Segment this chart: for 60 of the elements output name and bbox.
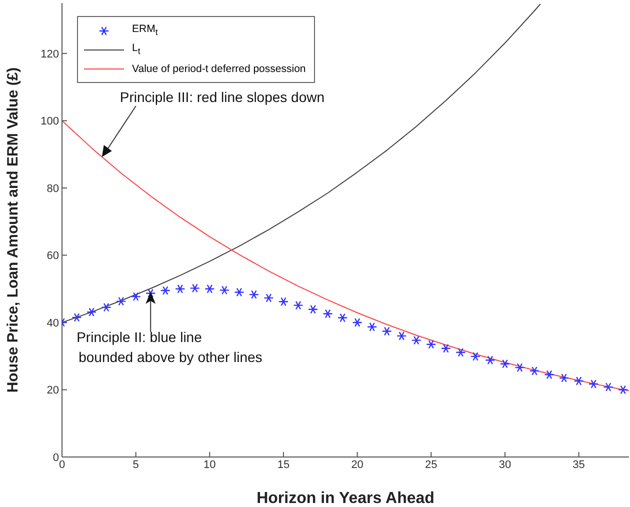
point [603, 382, 614, 392]
legend-label: ERM$_{t}$ [132, 23, 158, 38]
point [558, 373, 570, 382]
point [248, 290, 260, 300]
point [485, 356, 496, 365]
point [130, 292, 141, 302]
point [588, 380, 599, 389]
point [440, 344, 452, 353]
point [352, 318, 362, 327]
annotation: Principle II: blue line bounded above by other lines [76, 328, 262, 365]
point [175, 284, 186, 294]
point [337, 313, 348, 322]
point [529, 366, 540, 376]
y-tick-label: 100 [40, 116, 59, 128]
point [322, 309, 333, 318]
point [264, 293, 274, 302]
point [86, 308, 97, 317]
y-tick-label: 60 [46, 250, 59, 262]
x-tick-label: 35 [572, 458, 585, 471]
point [426, 340, 436, 349]
y-tick-label: 120 [40, 48, 59, 60]
point [470, 352, 481, 361]
annotation: Principle III: red line slopes down [120, 89, 325, 106]
point [500, 359, 510, 368]
point [514, 363, 525, 372]
x-axis-title: Horizon in Years Ahead [256, 490, 434, 507]
point [101, 302, 112, 312]
point [456, 348, 466, 357]
point [145, 288, 156, 298]
x-tick-label: 25 [425, 458, 438, 471]
point [278, 297, 289, 306]
point [234, 288, 244, 297]
y-tick-label: 20 [46, 384, 59, 397]
line-series [62, 4, 541, 323]
point [366, 322, 378, 332]
point [204, 284, 215, 294]
point [308, 304, 318, 314]
y-axis-title: House Price, Loan Amount and ERM Value (£) [4, 67, 22, 393]
point [382, 326, 392, 336]
point [574, 376, 584, 386]
point [618, 385, 628, 394]
point [160, 286, 170, 296]
y-tick-label: 80 [46, 182, 59, 195]
point [293, 300, 304, 310]
x-tick-label: 5 [132, 458, 139, 471]
y-tick-label: 40 [46, 317, 59, 330]
x-tick-label: 10 [204, 458, 216, 471]
legend-label: L$_{t}$ [132, 42, 140, 57]
x-tick-label: 30 [498, 458, 512, 471]
point [116, 296, 126, 306]
point [544, 370, 554, 380]
point [72, 312, 82, 322]
point [396, 331, 407, 340]
point [219, 286, 230, 295]
line-series [62, 120, 629, 392]
x-tick-label: 20 [351, 458, 364, 471]
point [190, 284, 200, 293]
point [411, 336, 422, 345]
legend-label: Value of period-t deferred possession [132, 62, 306, 74]
x-tick-label: 15 [277, 458, 290, 471]
